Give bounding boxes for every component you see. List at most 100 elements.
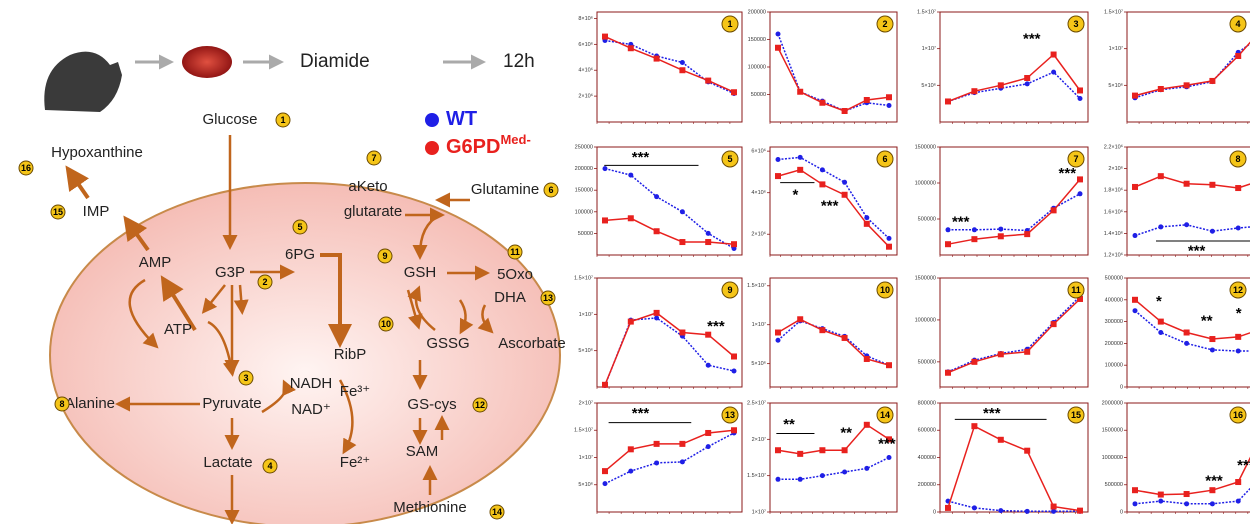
data-point (731, 427, 737, 433)
data-point (1235, 185, 1241, 191)
data-point (628, 173, 633, 178)
annotation: ** (1201, 313, 1213, 330)
data-point (680, 459, 685, 464)
node-label: RibP (334, 346, 367, 363)
y-tick-label: 200000 (748, 9, 766, 15)
node-label: Methionine (393, 499, 466, 516)
data-point (797, 167, 803, 173)
data-point (971, 359, 977, 365)
data-point (1210, 229, 1215, 234)
data-point (654, 441, 660, 447)
data-point (945, 241, 951, 247)
y-tick-label: 2×10⁶ (1108, 165, 1123, 172)
series-line (1135, 225, 1250, 236)
data-point (887, 455, 892, 460)
y-tick-label: 200000 (918, 482, 936, 488)
data-point (679, 441, 685, 447)
data-point (864, 356, 870, 362)
y-tick-label: 50000 (578, 231, 593, 237)
series-line (1135, 300, 1250, 339)
y-tick-label: 1000000 (915, 317, 936, 323)
y-tick-label: 1×10⁷ (752, 508, 766, 515)
data-point (945, 98, 951, 104)
data-point (603, 166, 608, 171)
data-point (1024, 75, 1030, 81)
badge-number: 7 (1073, 154, 1078, 164)
node-label: 6PG (285, 246, 315, 263)
data-point (1158, 173, 1164, 179)
annotation: ** (783, 416, 795, 433)
data-point (1024, 349, 1030, 355)
annotation: *** (632, 149, 650, 166)
data-point (971, 88, 977, 94)
series-line (948, 299, 1080, 373)
y-tick-label: 2×10⁷ (579, 399, 593, 406)
annotation: *** (952, 214, 970, 231)
node-label: Glucose (202, 111, 257, 128)
data-point (1158, 86, 1164, 92)
data-point (654, 315, 659, 320)
data-point (998, 351, 1004, 357)
data-point (1158, 492, 1164, 498)
legend-label: G6PDMed- (446, 132, 531, 158)
badge-number: 1 (280, 115, 285, 125)
data-point (1132, 297, 1138, 303)
annotation: *** (821, 197, 839, 214)
data-point (1184, 330, 1190, 336)
data-point (1184, 181, 1190, 187)
step-label: 12h (503, 51, 535, 72)
node-label: AMP (139, 254, 172, 271)
y-tick-label: 800000 (918, 400, 936, 406)
badge-number: 8 (59, 399, 64, 409)
data-point (797, 89, 803, 95)
data-point (887, 103, 892, 108)
data-point (842, 180, 847, 185)
badge-number: 6 (548, 185, 553, 195)
data-point (776, 157, 781, 162)
y-tick-label: 6×10⁶ (751, 148, 766, 155)
series-line (605, 430, 734, 471)
y-tick-label: 1×10⁷ (752, 321, 766, 328)
data-point (602, 217, 608, 223)
y-tick-label: 1500000 (915, 275, 936, 281)
y-tick-label: 5×10⁶ (921, 82, 936, 89)
badge-number: 13 (543, 293, 553, 303)
node-label: Alanine (65, 395, 115, 412)
series-line (778, 321, 889, 365)
data-point (1236, 226, 1241, 231)
data-point (705, 430, 711, 436)
series-line (1135, 176, 1250, 188)
data-point (1025, 81, 1030, 86)
data-point (628, 319, 634, 325)
data-point (972, 505, 977, 510)
pathway-diagram (44, 46, 560, 524)
node-label: Ascorbate (498, 335, 566, 352)
data-point (842, 108, 848, 114)
data-point (945, 370, 951, 376)
figure: Diamide12hGlucose1G3P2Pyruvate3Lactate46… (0, 0, 1250, 524)
data-point (819, 100, 825, 106)
node-label: NADH (290, 375, 333, 392)
y-tick-label: 2.2×10⁶ (1104, 143, 1123, 150)
data-point (842, 447, 848, 453)
data-point (819, 327, 825, 333)
data-point (706, 363, 711, 368)
y-tick-label: 4×10⁶ (578, 67, 593, 74)
annotation: *** (1237, 457, 1250, 474)
badge-number: 11 (1071, 285, 1081, 295)
data-point (775, 173, 781, 179)
y-tick-label: 200000 (1105, 341, 1123, 347)
data-point (1158, 330, 1163, 335)
data-point (732, 369, 737, 374)
data-point (628, 45, 634, 51)
data-point (797, 316, 803, 322)
y-tick-label: 300000 (1105, 319, 1123, 325)
mouse-icon (44, 52, 122, 112)
data-point (1078, 191, 1083, 196)
data-point (1133, 308, 1138, 313)
series-line (778, 48, 889, 111)
data-point (998, 233, 1004, 239)
node-label: glutarate (344, 203, 402, 220)
data-point (998, 508, 1003, 513)
y-tick-label: 500000 (918, 216, 936, 222)
